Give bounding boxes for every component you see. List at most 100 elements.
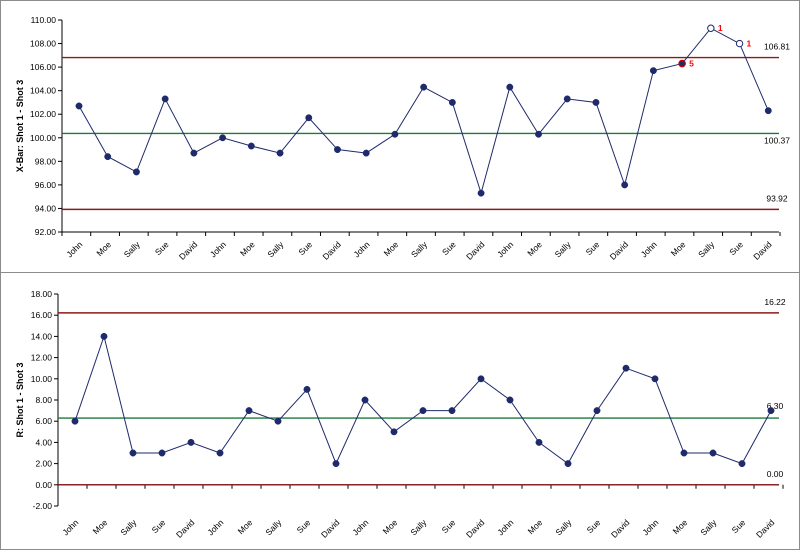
y-tick-label: 108.00 — [30, 39, 56, 49]
x-tick-label: Sally — [118, 517, 139, 538]
x-tick-label: David — [174, 517, 197, 540]
data-point — [767, 407, 775, 415]
data-point — [506, 396, 514, 404]
data-point — [448, 407, 456, 415]
data-point-flagged — [707, 24, 715, 32]
data-point — [622, 364, 630, 372]
x-tick-label: Moe — [382, 239, 401, 258]
data-line — [74, 334, 772, 465]
data-point — [592, 98, 600, 106]
data-point — [276, 149, 284, 157]
x-tick-label: David — [464, 517, 487, 540]
data-point — [219, 134, 227, 142]
y-tick-label: 104.00 — [30, 86, 56, 96]
data-point — [334, 146, 341, 154]
xbar-chart: X-Bar: Shot 1 - Shot 3 92.00 94.00 96.00 98.… — [15, 15, 790, 262]
x-tick-label: Sue — [295, 517, 313, 535]
rule-violation-label: 1 — [718, 23, 723, 33]
x-tick-label: Moe — [669, 239, 688, 258]
data-point — [391, 130, 399, 138]
y-tick-label: 94.00 — [35, 203, 57, 213]
x-tick-label: Moe — [238, 239, 257, 258]
y-tick-label: -2.00 — [33, 501, 53, 511]
data-point — [651, 375, 659, 383]
x-tick-label: David — [319, 517, 342, 540]
x-tick-label: David — [751, 239, 774, 262]
data-point — [593, 407, 601, 415]
data-point — [75, 102, 83, 110]
data-point — [680, 449, 688, 457]
upper-control-limit-label: 106.81 — [764, 42, 790, 52]
y-axis-title: R: Shot 1 - Shot 3 — [15, 363, 25, 438]
data-point — [419, 407, 427, 415]
y-tick-label: 100.00 — [30, 133, 56, 143]
x-tick-label: John — [495, 517, 515, 537]
x-tick-label: Sue — [440, 517, 458, 535]
x-tick-label: Sally — [553, 239, 574, 260]
data-point — [738, 460, 746, 468]
y-tick-label: 16.00 — [31, 310, 53, 320]
x-tick-label: David — [608, 239, 631, 262]
x-tick-label: Sue — [153, 239, 171, 257]
data-point — [621, 181, 629, 189]
y-tick-label: 4.00 — [35, 437, 52, 447]
data-point — [216, 449, 224, 457]
data-point-flagged — [735, 39, 744, 48]
x-tick-label: Sue — [440, 239, 458, 257]
data-point — [274, 417, 282, 425]
data-point — [362, 149, 370, 157]
x-tick-label: Moe — [525, 239, 544, 258]
data-point — [332, 460, 340, 468]
y-tick-label: 102.00 — [30, 109, 56, 119]
data-point — [158, 449, 166, 457]
y-tick-label: 8.00 — [35, 395, 52, 405]
center-line-label: 6.30 — [767, 401, 784, 411]
x-tick-label: Sally — [408, 517, 429, 538]
x-tick-label: John — [495, 239, 515, 259]
data-point — [132, 168, 140, 176]
y-tick-label: 106.00 — [30, 62, 56, 72]
data-point — [245, 407, 253, 415]
data-point — [187, 438, 195, 446]
data-point — [129, 449, 137, 457]
data-point — [390, 428, 398, 436]
data-point — [448, 98, 456, 106]
data-point — [161, 95, 169, 103]
x-tick-label: Sally — [409, 239, 430, 260]
x-tick-label: Sue — [585, 517, 603, 535]
data-point — [190, 149, 198, 157]
x-tick-label: John — [64, 239, 84, 259]
data-point — [71, 417, 79, 425]
data-point-flagged — [678, 59, 686, 68]
x-tick-label: Moe — [236, 517, 255, 536]
y-tick-label: 96.00 — [35, 180, 57, 190]
data-point — [305, 114, 313, 122]
data-point — [361, 396, 369, 404]
center-line-label: 100.37 — [764, 135, 790, 145]
y-tick-label: 110.00 — [31, 15, 57, 25]
data-point — [247, 142, 255, 150]
data-point — [506, 83, 514, 91]
x-tick-label: John — [60, 517, 80, 537]
data-point — [420, 83, 428, 91]
x-tick-label: Moe — [381, 517, 400, 536]
data-point — [564, 460, 572, 468]
x-tick-label: John — [639, 239, 659, 259]
x-tick-label: Moe — [526, 517, 545, 536]
data-point — [100, 332, 108, 340]
y-tick-label: 12.00 — [31, 353, 53, 363]
y-tick-label: 14.00 — [31, 331, 53, 341]
lower-control-limit-label: 93.92 — [766, 193, 788, 203]
range-chart: R: Shot 1 - Shot 3 -2.00 0.00 2.00 4.00 6.00 8… — [15, 289, 786, 540]
x-tick-label: Sally — [698, 517, 719, 538]
y-tick-label: 98.00 — [35, 156, 57, 166]
data-point — [535, 438, 543, 446]
data-point — [649, 67, 657, 75]
upper-control-limit-label: 16.22 — [764, 297, 786, 307]
x-tick-label: Sue — [727, 239, 745, 257]
x-tick-label: John — [350, 517, 370, 537]
x-tick-label: Sally — [265, 239, 286, 260]
x-tick-label: David — [177, 239, 200, 262]
x-tick-label: Sally — [553, 517, 574, 538]
